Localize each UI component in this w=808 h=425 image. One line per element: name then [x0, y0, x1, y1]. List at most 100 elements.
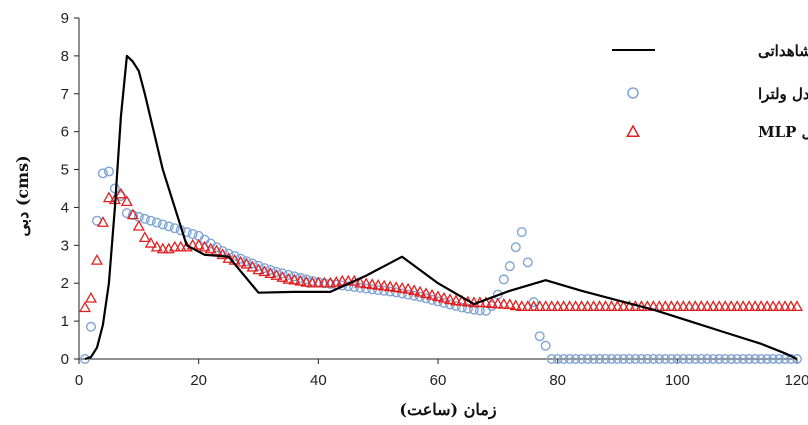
mlp-point: [725, 300, 738, 312]
volterra-point: [139, 213, 150, 224]
mlp-point: [96, 216, 109, 227]
x-tick-label: 0: [75, 372, 83, 389]
volterra-point: [564, 354, 575, 365]
volterra-point: [576, 354, 587, 365]
y-tick-label: 7: [61, 86, 69, 103]
y-ticks: 0 1 2 3 4 5 6 7 8 9: [61, 10, 79, 368]
volterra-point: [516, 227, 527, 238]
observed-line: [84, 54, 798, 361]
volterra-point: [684, 354, 695, 365]
volterra-point: [648, 354, 659, 365]
mlp-point: [581, 300, 594, 312]
mlp-point: [521, 300, 534, 312]
volterra-point: [534, 331, 545, 342]
mlp-point: [222, 252, 235, 263]
volterra-point: [588, 354, 599, 365]
mlp-point: [497, 297, 510, 309]
legend-item: مدل ولترا: [627, 85, 808, 103]
mlp-point: [773, 300, 786, 312]
mlp-point: [336, 274, 349, 286]
volterra-point: [612, 354, 623, 365]
volterra-point: [774, 354, 785, 365]
mlp-point: [557, 300, 570, 312]
y-tick-label: 3: [61, 237, 69, 254]
mlp-point: [114, 187, 127, 199]
y-tick-label: 9: [61, 10, 69, 27]
mlp-point: [132, 219, 145, 231]
mlp-point: [419, 287, 433, 299]
x-tick-label: 60: [430, 372, 447, 389]
volterra-point: [522, 257, 533, 268]
volterra-point: [636, 354, 647, 365]
mlp-point: [78, 301, 92, 313]
volterra-point: [97, 168, 108, 179]
plot-area: 0 1 2 3 4 5 6 7 8 9 0 20 40 60 80 100 120: [61, 10, 808, 389]
mlp-point: [204, 242, 217, 254]
volterra-point: [103, 166, 114, 177]
mlp-point: [563, 300, 576, 312]
volterra-point: [528, 297, 539, 308]
volterra-point: [780, 354, 791, 365]
mlp-point: [312, 276, 325, 288]
volterra-point: [325, 278, 336, 289]
volterra-point: [247, 258, 258, 269]
mlp-point: [509, 299, 522, 311]
mlp-point: [653, 300, 666, 312]
mlp-point: [354, 276, 367, 288]
mlp-point: [611, 300, 624, 312]
mlp-point: [240, 257, 253, 269]
mlp-point: [378, 279, 391, 291]
mlp-point: [641, 300, 654, 312]
mlp-point: [689, 300, 702, 312]
volterra-point: [630, 354, 641, 365]
series-layer: [78, 54, 804, 365]
mlp-point: [318, 276, 331, 288]
mlp-point: [449, 294, 462, 306]
volterra-point: [618, 354, 629, 365]
mlp-point: [384, 280, 397, 292]
volterra-point: [654, 354, 665, 365]
legend-item: مشاهداتی: [612, 42, 808, 60]
mlp-point: [102, 191, 115, 203]
mlp-point: [503, 298, 516, 310]
mlp-point: [593, 300, 606, 312]
mlp-point: [515, 300, 528, 312]
mlp-point: [84, 291, 98, 303]
volterra-point: [552, 354, 563, 365]
mlp-point: [587, 300, 600, 312]
volterra-point: [672, 354, 683, 365]
legend-item: مدل MLP: [626, 123, 808, 141]
mlp-point: [198, 240, 211, 252]
volterra-point: [600, 354, 611, 365]
volterra-point: [456, 302, 467, 313]
volterra-point: [558, 354, 569, 365]
x-tick-label: 40: [310, 372, 327, 389]
volterra-point: [660, 354, 671, 365]
y-tick-label: 4: [61, 199, 69, 216]
legend-label: مدل ولترا: [758, 85, 808, 103]
mlp-point: [778, 300, 792, 312]
volterra-point: [702, 354, 713, 365]
mlp-point: [659, 300, 672, 312]
mlp-point: [168, 240, 181, 252]
mlp-point: [300, 275, 313, 287]
y-tick-label: 5: [61, 162, 69, 179]
mlp-point: [360, 277, 373, 289]
legend-label: مدل MLP: [758, 123, 808, 141]
mlp-point: [713, 300, 726, 312]
volterra-point: [570, 354, 581, 365]
mlp-point: [485, 297, 498, 308]
mlp-point: [767, 300, 780, 312]
mlp-point: [491, 297, 504, 309]
x-tick-label: 20: [190, 372, 207, 389]
mlp-point: [431, 290, 445, 302]
y-axis-title: دبی (cms): [13, 155, 32, 236]
mlp-point: [671, 300, 684, 312]
mlp-point: [617, 300, 630, 312]
mlp-point: [126, 208, 139, 220]
volterra-point: [169, 223, 180, 234]
volterra-point: [738, 354, 749, 365]
mlp-point: [425, 288, 439, 300]
mlp-point: [539, 300, 552, 312]
legend-label: مشاهداتی: [758, 42, 808, 60]
